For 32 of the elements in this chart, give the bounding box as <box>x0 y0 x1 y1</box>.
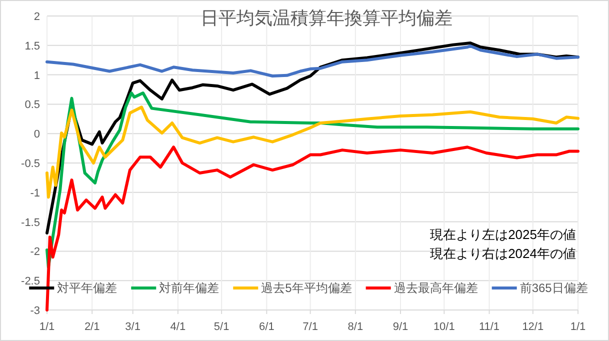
x-tick-label: 12/1 <box>522 321 544 333</box>
x-tick-label: 8/1 <box>348 321 364 333</box>
y-tick-label: -3 <box>30 305 40 317</box>
legend-label: 過去5年平均偏差 <box>261 281 352 295</box>
x-tick-label: 1/1 <box>39 321 55 333</box>
legend-label: 対平年偏差 <box>57 281 118 295</box>
x-tick-label: 11/1 <box>478 321 500 333</box>
chart-title: 日平均気温積算年換算平均偏差 <box>200 8 452 28</box>
x-tick-label: 6/1 <box>259 321 274 333</box>
x-tick-label: 5/1 <box>214 321 230 333</box>
x-tick-label: 9/1 <box>392 321 408 333</box>
x-tick-label: 7/1 <box>302 321 318 333</box>
y-tick-label: -0.5 <box>21 158 40 170</box>
y-tick-label: -1.5 <box>21 216 40 229</box>
x-tick-label: 1/1 <box>570 321 586 333</box>
y-tick-label: -1 <box>30 187 40 200</box>
y-tick-label: 2 <box>34 11 40 23</box>
legend-label: 過去最高年偏差 <box>394 281 478 295</box>
x-tick-label: 2/1 <box>84 321 100 333</box>
legend-label: 対前年偏差 <box>159 281 220 295</box>
y-tick-label: 1 <box>34 70 40 82</box>
y-tick-label: 1.5 <box>24 40 40 52</box>
y-tick-label: -2.5 <box>21 276 40 288</box>
x-tick-label: 3/1 <box>125 321 140 333</box>
y-tick-label: 0 <box>34 128 40 141</box>
x-tick-label: 4/1 <box>170 321 186 333</box>
legend-label: 前365日偏差 <box>520 281 588 295</box>
annotation: 現在より右は2024年の値 <box>430 246 576 261</box>
x-tick-label: 10/1 <box>433 321 455 333</box>
y-tick-label: 0.5 <box>24 99 40 112</box>
annotation: 現在より左は2025年の値 <box>430 227 576 242</box>
y-tick-label: -2 <box>30 246 40 258</box>
